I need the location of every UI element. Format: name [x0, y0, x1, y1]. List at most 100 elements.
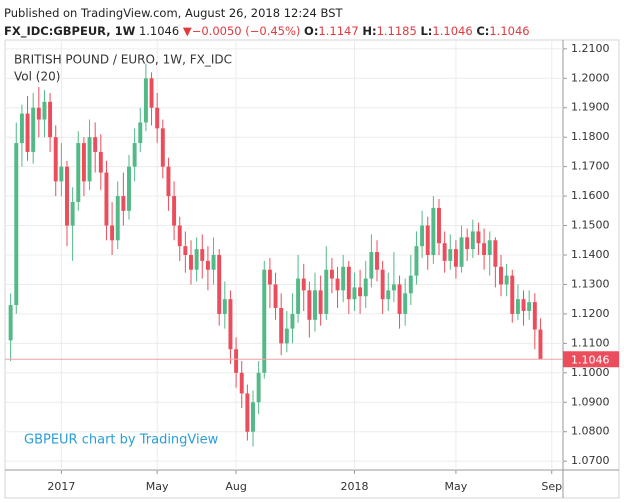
- candle-body: [352, 287, 357, 300]
- high-label: H:: [362, 24, 377, 38]
- candle-body: [31, 107, 36, 152]
- last-price-box: [563, 351, 619, 368]
- candle-body: [239, 372, 244, 394]
- candle-body: [476, 231, 481, 244]
- candle-body: [397, 284, 402, 314]
- candle-body: [482, 243, 487, 255]
- candle-body: [380, 269, 385, 300]
- close-value: 1.1046: [489, 24, 530, 38]
- candle-body: [211, 255, 216, 270]
- candle-body: [504, 275, 509, 285]
- y-tick-label: 1.1000: [571, 366, 610, 379]
- candle-body: [324, 269, 329, 314]
- candle-body: [414, 246, 419, 276]
- y-tick-label: 1.1200: [571, 307, 610, 320]
- change-arrow: ▼: [182, 24, 192, 38]
- candle-body: [369, 252, 374, 279]
- candle-body: [228, 299, 233, 350]
- candle-body: [386, 290, 391, 300]
- candle-body: [172, 196, 177, 226]
- candle-body: [335, 278, 340, 291]
- candle-body: [53, 137, 58, 182]
- candle-body: [65, 166, 69, 226]
- candle-body: [256, 372, 261, 403]
- candle-body: [127, 166, 131, 211]
- x-tick-label: 2018: [340, 480, 368, 493]
- candle-body: [346, 266, 351, 300]
- candle-body: [273, 284, 278, 309]
- candle-body: [527, 302, 532, 311]
- candle-body: [358, 287, 363, 297]
- last-price-label: 1.1046: [571, 353, 610, 366]
- candle-body: [177, 225, 182, 247]
- x-tick-label: May: [445, 480, 468, 493]
- candle-body: [194, 249, 199, 270]
- y-tick-label: 1.1600: [571, 189, 610, 202]
- candle-body: [442, 243, 447, 261]
- candle-body: [48, 101, 53, 138]
- candle-body: [166, 166, 171, 197]
- y-tick-label: 1.1100: [571, 336, 610, 349]
- candle-body: [532, 302, 537, 330]
- chart-frame: [4, 39, 620, 499]
- candle-body: [183, 246, 188, 255]
- candle-body: [470, 231, 475, 250]
- candle-body: [284, 328, 289, 344]
- candle-body: [290, 313, 295, 329]
- candle-body: [453, 249, 458, 267]
- open-label: O:: [304, 24, 319, 38]
- candle-body: [149, 78, 154, 108]
- candle-body: [301, 278, 306, 291]
- candle-body: [70, 201, 75, 226]
- candle-body: [132, 143, 137, 167]
- candle-body: [408, 275, 413, 294]
- candle-body: [425, 225, 430, 255]
- candle-body: [14, 143, 19, 306]
- candle-body: [313, 290, 317, 320]
- candle-body: [296, 278, 301, 314]
- candle-body: [222, 299, 227, 314]
- candle-body: [81, 143, 86, 182]
- low-value: 1.1046: [432, 24, 473, 38]
- candle-body: [431, 207, 436, 255]
- y-tick-label: 1.0800: [571, 425, 610, 438]
- y-tick-label: 1.1400: [571, 248, 610, 261]
- candle-body: [115, 196, 120, 241]
- change: −0.0050 (−0.45%): [191, 24, 301, 38]
- grid: [5, 40, 563, 470]
- candle-body: [160, 128, 165, 167]
- candle-body: [155, 107, 160, 129]
- candle-body: [403, 293, 408, 314]
- candle-body: [189, 255, 193, 270]
- candle-body: [465, 237, 470, 250]
- candle-body: [19, 113, 24, 144]
- candle-body: [493, 240, 498, 267]
- x-tick-label: May: [146, 480, 169, 493]
- candle-body: [217, 255, 222, 314]
- header: Published on TradingView.com, August 26,…: [4, 4, 530, 40]
- candle-body: [8, 305, 13, 341]
- y-tick-label: 1.0700: [571, 454, 610, 467]
- candle-body: [510, 275, 515, 314]
- chart-subtitle: Vol (20): [14, 70, 60, 84]
- y-tick-label: 1.1300: [571, 277, 610, 290]
- candle-body: [391, 284, 396, 291]
- x-tick-label: Sep: [541, 480, 562, 493]
- candle-body: [267, 269, 272, 285]
- low-label: L:: [420, 24, 433, 38]
- candle-body: [279, 308, 284, 344]
- candle-body: [318, 290, 323, 314]
- candle-body: [138, 122, 143, 144]
- candle-body: [200, 249, 205, 261]
- y-tick-label: 1.1900: [571, 101, 610, 114]
- candle-body: [121, 196, 126, 211]
- candle-body: [262, 269, 267, 373]
- quote-line: FX_IDC:GBPEUR, 1W 1.1046 ▼−0.0050 (−0.45…: [4, 22, 530, 40]
- candle-body: [93, 137, 98, 152]
- candle-body: [437, 207, 441, 244]
- y-tick-label: 1.0900: [571, 395, 610, 408]
- close-label: C:: [476, 24, 490, 38]
- x-tick-label: Aug: [225, 480, 246, 493]
